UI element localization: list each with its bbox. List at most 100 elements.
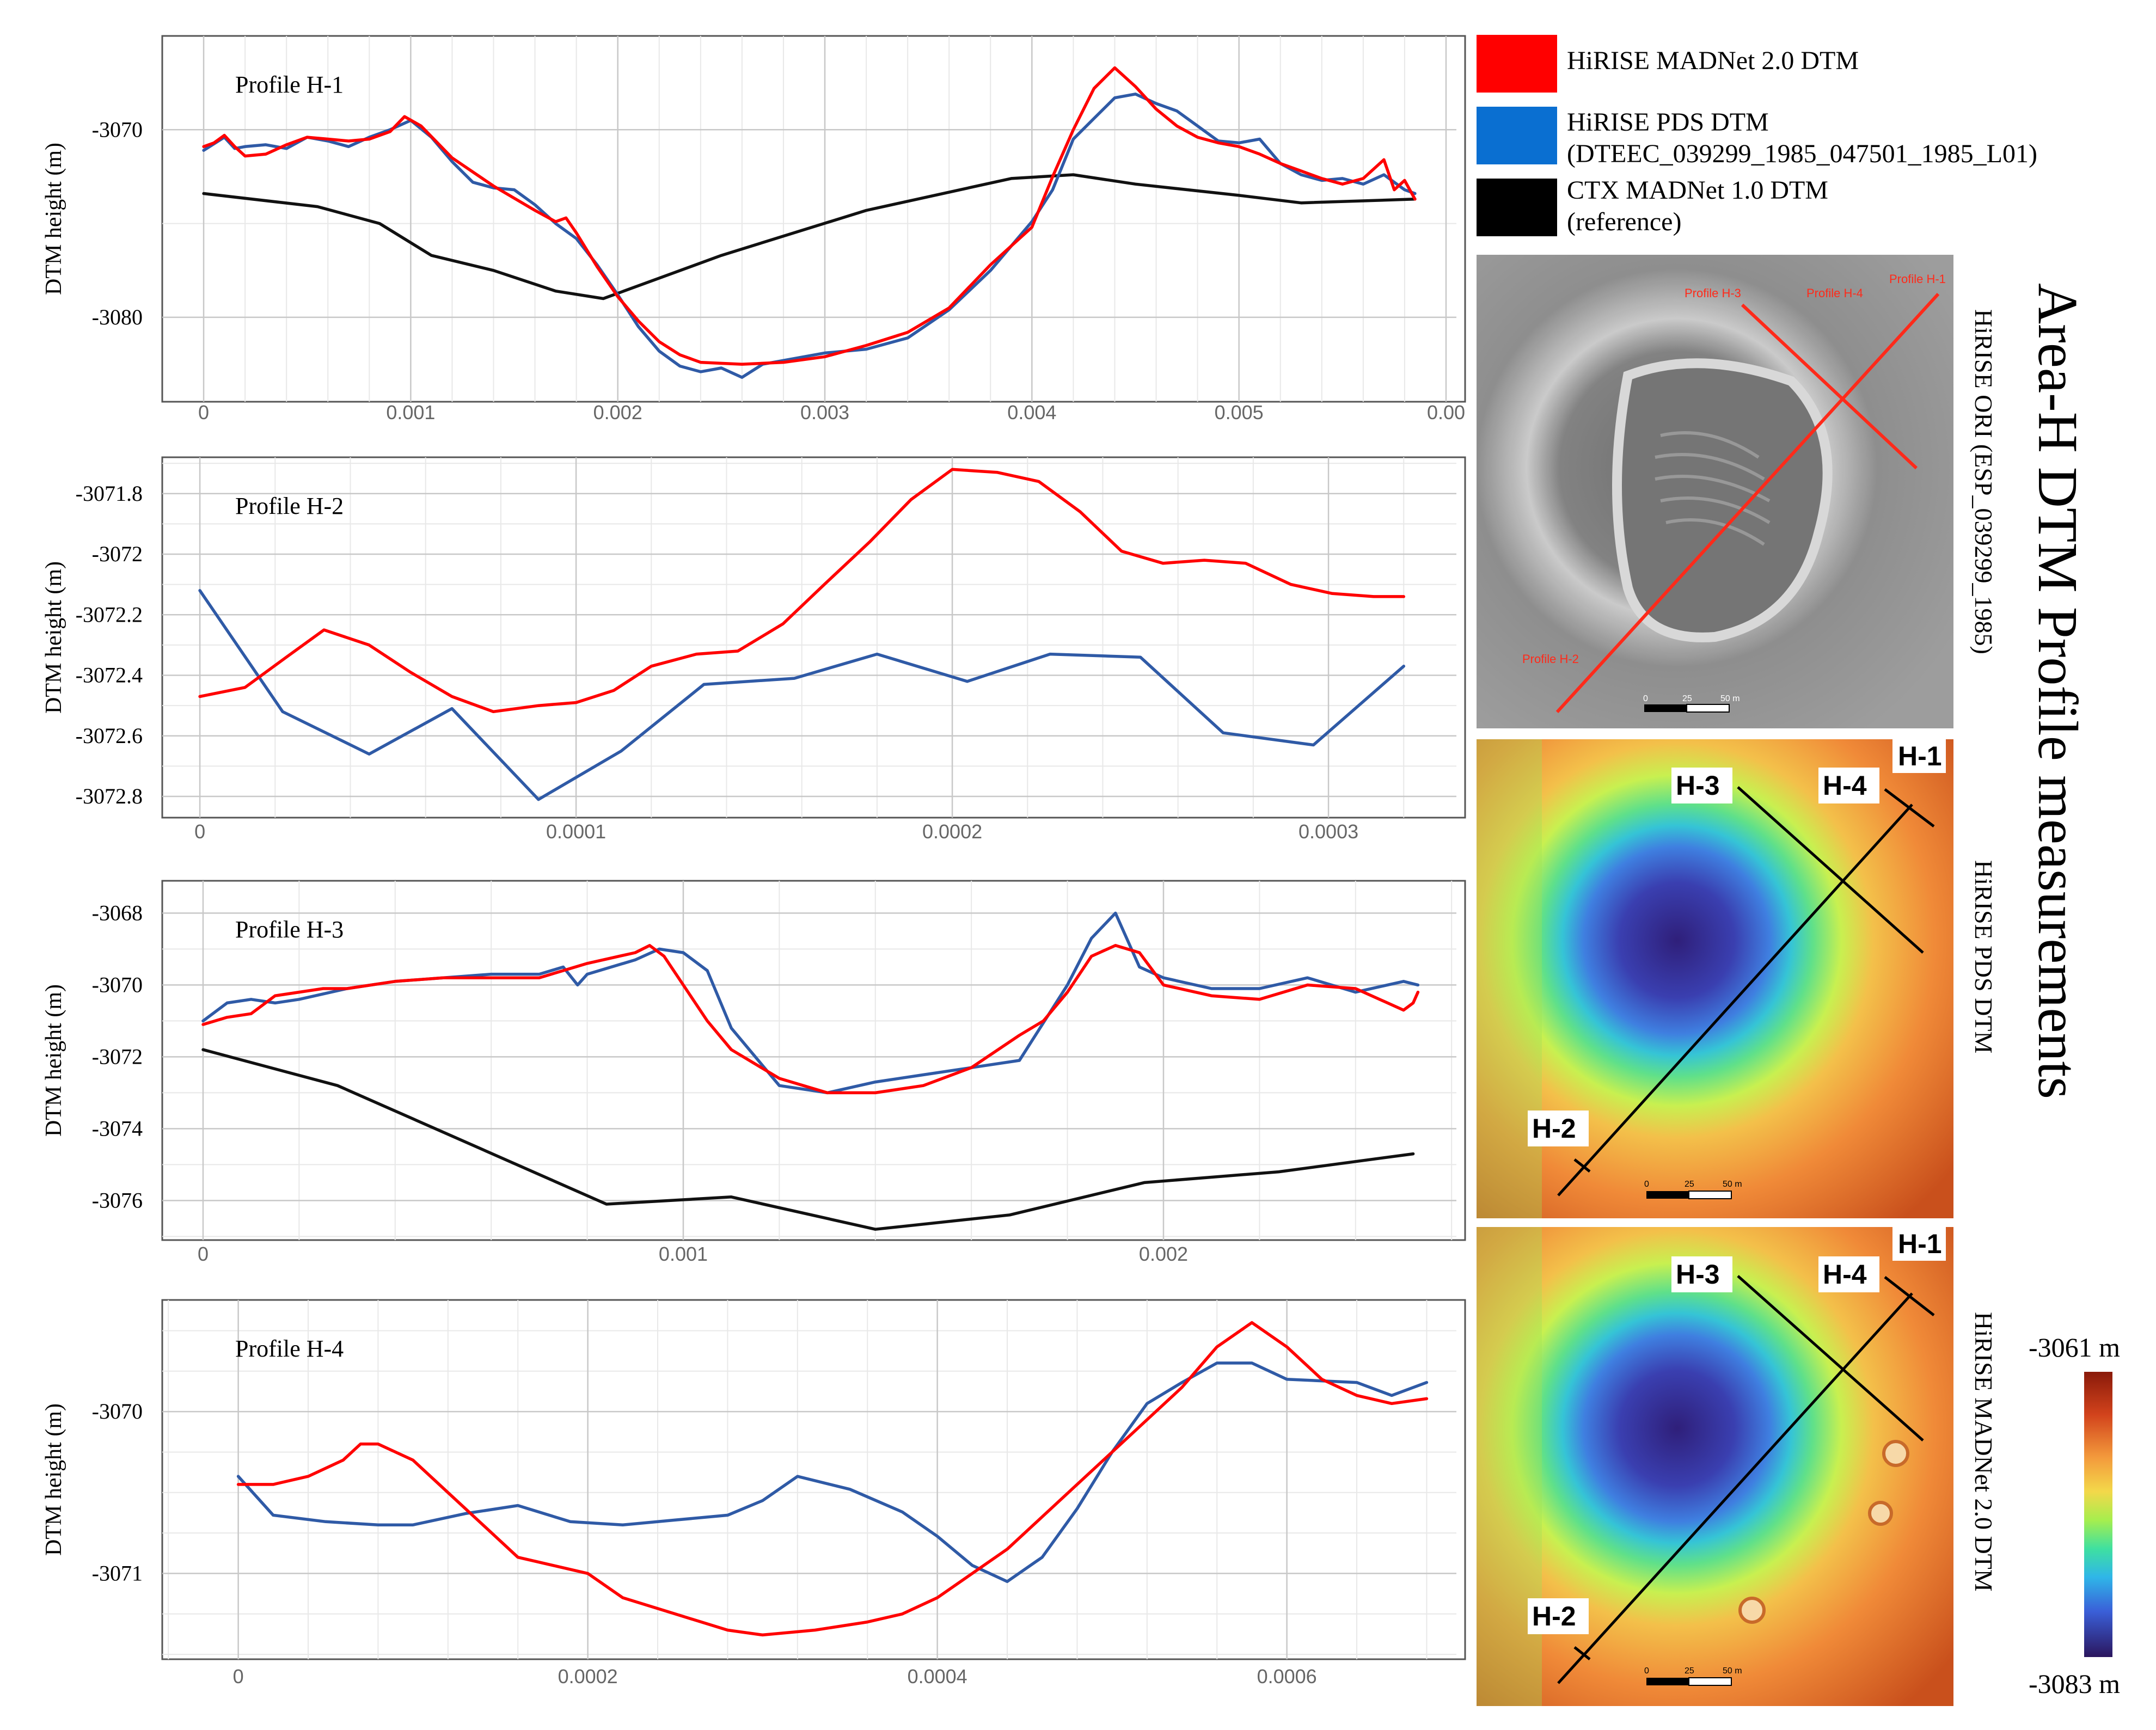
madnet-label-h1-box xyxy=(1892,1227,1946,1261)
y-tick-label: -3071.8 xyxy=(76,481,143,506)
madnet-profile-line-h1-h2 xyxy=(1557,1292,1913,1684)
madnet-label-h1: H-1 xyxy=(1898,1229,1942,1259)
series-line-ctx xyxy=(202,173,1417,300)
y-tick-label: -3070 xyxy=(92,1399,143,1424)
ori-label-h1: Profile H-1 xyxy=(1889,272,1946,286)
x-tick-label: 0.00 xyxy=(1427,401,1465,424)
svg-text:25: 25 xyxy=(1682,694,1692,703)
ori-scale-bar: 0 25 50 m xyxy=(1643,694,1740,713)
legend: HiRISE MADNet 2.0 DTM HiRISE PDS DTM (DT… xyxy=(1477,35,2037,236)
madnet-label-h4-box xyxy=(1818,1256,1879,1292)
svg-text:0: 0 xyxy=(1644,1180,1649,1189)
pds-tick-h2 xyxy=(1573,1158,1591,1173)
x-tick-label: 0 xyxy=(198,1243,209,1265)
svg-text:0: 0 xyxy=(1644,1666,1649,1676)
madnet-label-h2-box xyxy=(1528,1598,1589,1634)
series-line-pds xyxy=(198,589,1406,801)
svg-text:50 m: 50 m xyxy=(1720,694,1740,703)
y-tick-label: -3074 xyxy=(92,1116,143,1140)
madnet-label-h3-box xyxy=(1671,1256,1732,1292)
svg-text:25: 25 xyxy=(1685,1180,1694,1189)
x-tick-label: 0 xyxy=(198,401,209,424)
x-tick-label: 0.004 xyxy=(1007,401,1056,424)
colorbar-max-label: -3061 m xyxy=(2029,1332,2120,1363)
series-line-ctx xyxy=(201,1048,1415,1231)
pds-label-h3-box xyxy=(1671,768,1732,803)
legend-label-ctx-line1: CTX MADNet 1.0 DTM xyxy=(1567,176,1828,205)
profile-chart-2: 0 0.0001 0.0002 0.0003 -3071.8 -3072 -3072.2 -3… xyxy=(41,456,1466,843)
ori-profile-line-h3 xyxy=(1741,303,1918,470)
chart-title: Profile H-3 xyxy=(235,916,344,943)
profile-chart-1: 0 0.001 0.002 0.003 0.004 0.005 0.00 -3070 -3080… xyxy=(41,35,1466,424)
series-line-madnet2 xyxy=(202,66,1417,366)
pds-dtm-panel: H-1 H-3 H-4 H-2 0 25 50 m xyxy=(1477,739,1953,1218)
madnet-label-h4: H-4 xyxy=(1823,1259,1867,1290)
chart-title: Profile H-4 xyxy=(235,1335,344,1362)
y-axis-label: DTM height (m) xyxy=(41,984,66,1137)
pds-label-h1: H-1 xyxy=(1898,741,1942,771)
series-line-pds xyxy=(202,93,1417,379)
ori-label-h3: Profile H-3 xyxy=(1685,286,1741,300)
madnet-label-h2: H-2 xyxy=(1532,1601,1576,1631)
x-tick-label: 0.0001 xyxy=(546,820,606,843)
y-tick-label: -3072.8 xyxy=(76,784,143,808)
ori-label-h2: Profile H-2 xyxy=(1522,652,1579,666)
madnet-dtm-panel: H-1 H-3 H-4 H-2 0 25 50 m xyxy=(1477,1227,1953,1706)
legend-swatch-madnet2 xyxy=(1477,35,1557,93)
madnet-small-crater-3 xyxy=(1738,1597,1766,1624)
y-tick-label: -3072.2 xyxy=(76,602,143,627)
y-axis-label: DTM height (m) xyxy=(41,561,66,714)
plot-frame xyxy=(161,456,1466,819)
madnet-label-h3: H-3 xyxy=(1676,1259,1720,1290)
series-line-pds xyxy=(236,1361,1429,1584)
x-tick-label: 0.001 xyxy=(659,1243,708,1265)
series-line-madnet2 xyxy=(236,1321,1429,1637)
legend-label-pds-line1: HiRISE PDS DTM xyxy=(1567,108,1769,137)
madnet-scale-bar: 0 25 50 m xyxy=(1644,1666,1742,1686)
pds-label-h1-box xyxy=(1892,739,1946,773)
ori-caption: HiRISE ORI (ESP_039299_1985) xyxy=(1970,309,1998,654)
figure-title: Area-H DTM Profile measurements xyxy=(2026,283,2089,1099)
pds-profile-line-h4 xyxy=(1884,788,1935,827)
chart-title: Profile H-2 xyxy=(235,493,344,519)
svg-text:25: 25 xyxy=(1685,1666,1694,1676)
colorbar-gradient xyxy=(2084,1372,2112,1657)
legend-label-pds-line2: (DTEEC_039299_1985_047501_1985_L01) xyxy=(1567,139,2037,168)
ori-crater-floor xyxy=(1612,358,1833,642)
pds-profile-line-h3 xyxy=(1737,786,1924,954)
x-tick-label: 0.0004 xyxy=(908,1665,967,1688)
pds-label-h2-box xyxy=(1528,1111,1589,1146)
x-tick-label: 0.0003 xyxy=(1298,820,1358,843)
x-tick-label: 0.003 xyxy=(800,401,849,424)
profile-chart-3: 0 0.001 0.002 -3068 -3070 -3072 -3074 -3076 DTM … xyxy=(41,880,1466,1265)
pds-label-h2: H-2 xyxy=(1532,1113,1576,1144)
legend-label-ctx-line2: (reference) xyxy=(1567,207,1681,236)
x-tick-label: 0.005 xyxy=(1215,401,1264,424)
svg-text:50 m: 50 m xyxy=(1723,1180,1742,1189)
series-line-madnet2 xyxy=(201,944,1420,1095)
y-tick-label: -3072 xyxy=(92,1044,143,1069)
y-tick-label: -3076 xyxy=(92,1188,143,1212)
y-tick-label: -3072.4 xyxy=(76,663,143,688)
legend-swatch-ctx xyxy=(1477,179,1557,236)
y-axis-label: DTM height (m) xyxy=(41,1403,66,1556)
x-tick-label: 0.0002 xyxy=(558,1665,618,1688)
pds-caption: HiRISE PDS DTM xyxy=(1970,860,1998,1053)
x-tick-label: 0.001 xyxy=(386,401,435,424)
x-tick-label: 0.0002 xyxy=(922,820,982,843)
x-tick-label: 0.002 xyxy=(1139,1243,1188,1265)
pds-label-h4-box xyxy=(1818,768,1879,803)
series-line-madnet2 xyxy=(198,468,1406,714)
y-tick-label: -3070 xyxy=(92,117,143,142)
madnet-profile-line-h3 xyxy=(1737,1275,1924,1441)
legend-swatch-pds xyxy=(1477,107,1557,164)
ori-label-h4: Profile H-4 xyxy=(1806,286,1863,300)
chart-title: Profile H-1 xyxy=(235,71,344,98)
y-tick-label: -3072 xyxy=(92,542,143,566)
svg-text:50 m: 50 m xyxy=(1723,1666,1742,1676)
pds-profile-line-h1-h2 xyxy=(1557,803,1913,1197)
plot-frame xyxy=(161,880,1466,1241)
pds-scale-bar: 0 25 50 m xyxy=(1644,1180,1742,1199)
y-tick-label: -3068 xyxy=(92,900,143,925)
colorbar-min-label: -3083 m xyxy=(2029,1668,2120,1699)
